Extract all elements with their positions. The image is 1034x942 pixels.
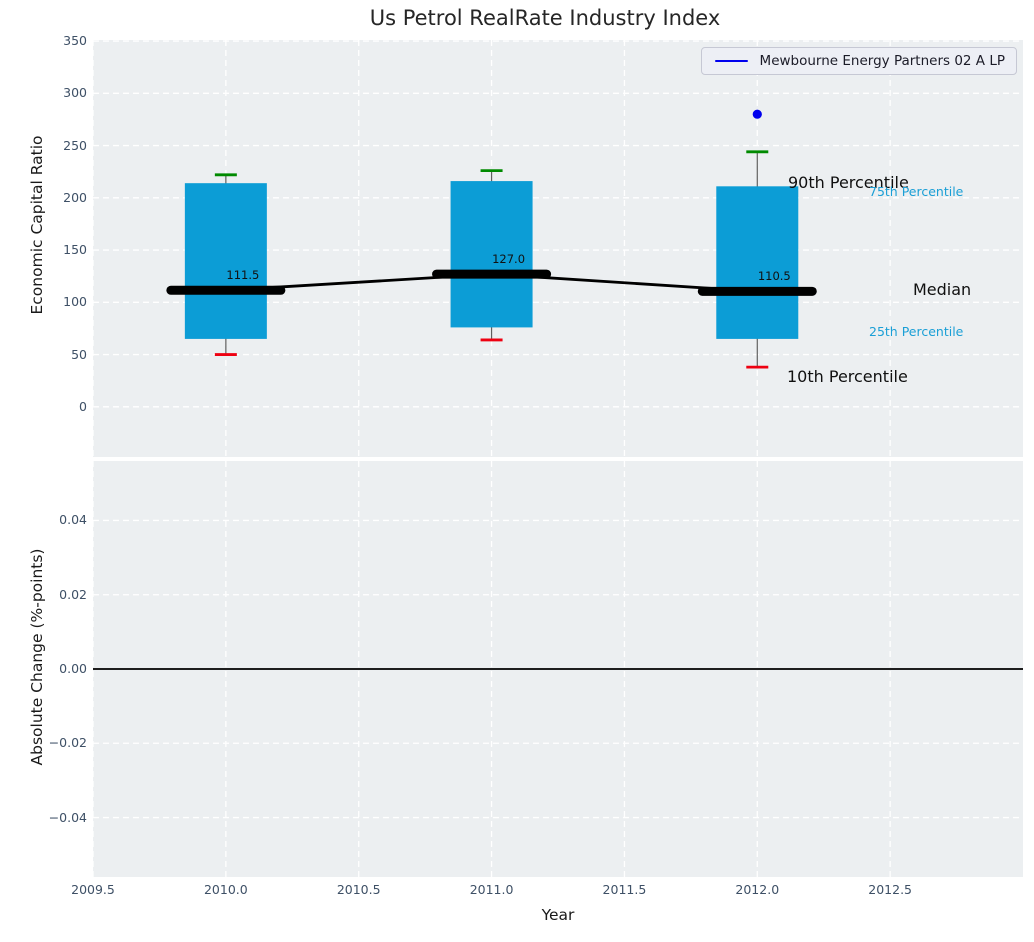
median-value-label: 110.5: [757, 269, 791, 284]
y-tick-label-top: 100: [63, 294, 87, 310]
legend-line-swatch: [714, 60, 748, 62]
y-tick-label-top: 50: [71, 346, 87, 362]
y-tick-label-top: 0: [79, 398, 87, 414]
percentile-box: [716, 186, 799, 339]
y-tick-label-top: 250: [63, 137, 87, 153]
median-value-label: 127.0: [492, 252, 526, 267]
y-tick-label-top: 300: [63, 85, 87, 101]
x-tick-label: 2009.5: [71, 882, 115, 897]
annotation-25th-percentile: 25th Percentile: [869, 324, 964, 339]
median-value-label: 111.5: [226, 268, 260, 283]
percentile-box: [184, 183, 267, 339]
y-tick-label-bottom: −0.04: [48, 809, 87, 825]
x-tick-label: 2011.5: [602, 882, 647, 897]
y-tick-label-bottom: 0.02: [59, 586, 87, 602]
legend-label: Mewbourne Energy Partners 02 A LP: [759, 53, 1005, 69]
annotation-10th-percentile: 10th Percentile: [787, 367, 908, 386]
percentile-box: [450, 181, 533, 328]
x-tick-label: 2010.0: [203, 882, 248, 897]
chart-title: Us Petrol RealRate Industry Index: [369, 6, 721, 30]
annotation-75th-percentile: 75th Percentile: [869, 184, 964, 199]
y-tick-label-bottom: 0.00: [59, 661, 87, 676]
x-tick-label: 2011.0: [469, 882, 514, 897]
bottom-axes-absolute-change: [93, 461, 1023, 877]
y-tick-label-top: 350: [63, 33, 87, 49]
annotation-median: Median: [913, 280, 972, 299]
company-data-point: [752, 109, 762, 119]
y-axis-label-bottom: Absolute Change (%-points): [28, 548, 46, 766]
x-tick-label: 2012.0: [735, 882, 780, 897]
annotation-90th-percentile: 90th Percentile: [788, 173, 909, 192]
y-tick-label-bottom: −0.02: [48, 735, 87, 751]
x-tick-label: 2012.5: [868, 882, 913, 897]
change-chart-canvas: [93, 461, 1023, 877]
top-axes-economic-capital-ratio: Mewbourne Energy Partners 02 A LP 90th P…: [93, 40, 1023, 457]
x-tick-label: 2010.5: [336, 882, 381, 897]
y-tick-label-top: 200: [63, 189, 87, 205]
y-tick-label-bottom: 0.04: [59, 512, 87, 528]
box-chart-canvas: [93, 40, 1023, 457]
legend[interactable]: Mewbourne Energy Partners 02 A LP: [700, 47, 1017, 75]
x-axis-label: Year: [541, 906, 575, 924]
y-tick-label-top: 150: [63, 242, 87, 258]
